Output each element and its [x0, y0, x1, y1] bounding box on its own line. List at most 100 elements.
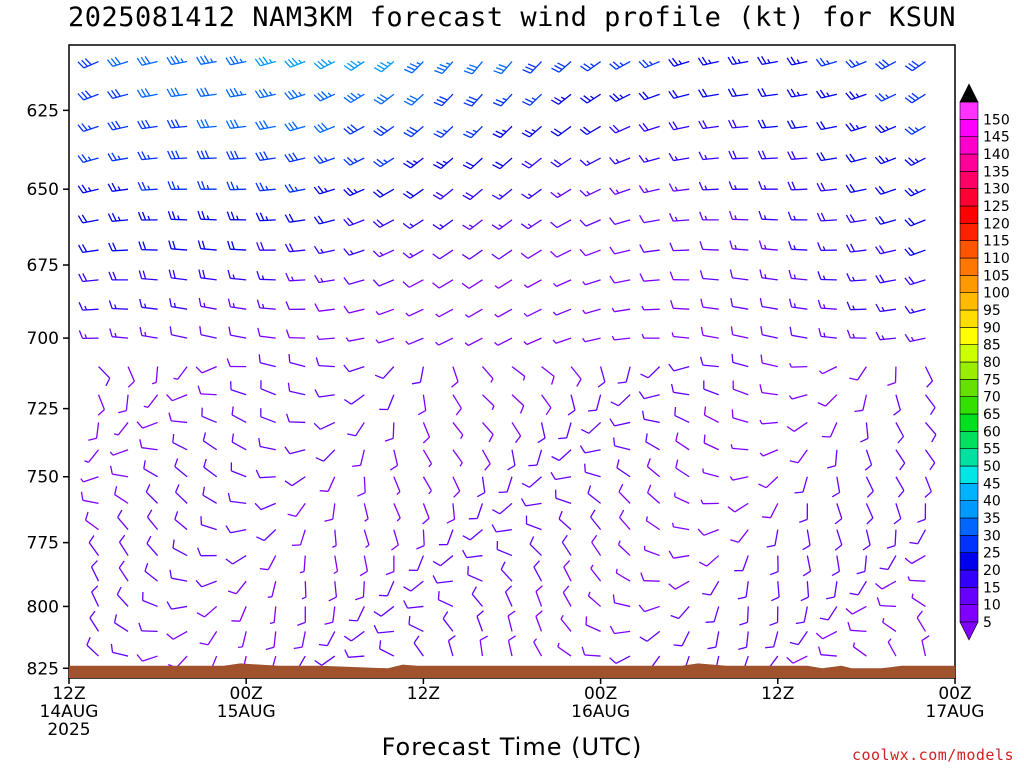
- colorbar-segment: [959, 587, 979, 605]
- barb-staff: [259, 93, 276, 99]
- colorbar-label: 125: [983, 199, 1010, 215]
- barb-feather: [698, 561, 708, 567]
- wind-barb: [114, 486, 129, 504]
- wind-barb: [462, 188, 483, 201]
- wind-barb: [640, 572, 660, 582]
- colorbar-label: 90: [983, 320, 1001, 336]
- wind-barb: [787, 211, 808, 221]
- barb-feather: [442, 611, 449, 620]
- wind-barb: [611, 307, 631, 313]
- barb-feather: [904, 219, 912, 227]
- barb-feather: [672, 121, 679, 130]
- wind-barb: [874, 580, 897, 590]
- barb-half-feather: [357, 60, 362, 65]
- barb-staff: [239, 606, 247, 622]
- barb-half-feather: [553, 282, 557, 287]
- barb-feather: [639, 273, 645, 282]
- wind-barb: [378, 640, 395, 657]
- barb-feather: [849, 592, 859, 596]
- wind-barb: [118, 394, 129, 414]
- barb-half-feather: [349, 250, 354, 255]
- barb-half-feather: [826, 92, 830, 97]
- barb-half-feather: [674, 155, 678, 161]
- colorbar-label: 30: [983, 528, 1001, 544]
- wind-barb: [616, 459, 631, 478]
- barb-feather: [816, 183, 822, 192]
- colorbar-segment: [959, 327, 979, 345]
- barb-feather: [347, 433, 356, 437]
- wind-barb: [78, 302, 99, 311]
- barb-feather: [609, 275, 616, 284]
- wind-barb: [347, 422, 365, 437]
- wind-barb: [560, 614, 572, 632]
- barb-staff: [732, 334, 749, 339]
- wind-barb: [333, 555, 339, 575]
- wind-barb: [84, 449, 100, 463]
- barb-staff: [200, 277, 217, 281]
- barb-half-feather: [490, 378, 494, 383]
- wind-barb: [284, 152, 306, 163]
- barb-feather: [904, 277, 911, 286]
- wind-barb: [375, 308, 395, 316]
- y-tick-label: 700: [27, 329, 59, 349]
- barb-feather: [521, 163, 530, 169]
- wind-barb: [139, 298, 158, 310]
- wind-barb: [468, 503, 484, 520]
- barb-half-feather: [413, 160, 418, 164]
- barb-feather: [476, 610, 484, 617]
- wind-barb: [845, 214, 867, 224]
- wind-barb: [174, 511, 188, 531]
- barb-feather: [561, 534, 568, 543]
- wind-barb: [258, 438, 276, 451]
- barb-feather: [107, 213, 113, 222]
- barb-feather: [908, 126, 916, 133]
- barb-feather: [897, 436, 904, 444]
- barb-staff: [732, 248, 749, 251]
- wind-barb: [343, 277, 365, 285]
- barb-staff: [558, 449, 572, 461]
- wind-barb: [463, 61, 483, 75]
- credit-link[interactable]: coolwx.com/models: [851, 746, 1014, 764]
- barb-staff: [407, 605, 424, 609]
- barb-feather: [638, 60, 646, 69]
- barb-staff: [482, 394, 495, 407]
- barb-half-feather: [734, 215, 737, 220]
- barb-staff: [643, 418, 660, 424]
- barb-feather: [641, 410, 645, 420]
- barb-feather: [849, 122, 856, 131]
- barb-half-feather: [239, 90, 243, 96]
- colorbar-segment: [959, 500, 979, 519]
- barb-staff: [924, 422, 937, 436]
- wind-barb: [924, 366, 934, 388]
- barb-staff: [200, 334, 217, 339]
- barb-staff: [791, 188, 808, 191]
- barb-half-feather: [823, 332, 826, 337]
- barb-feather: [291, 544, 301, 547]
- barb-feather: [114, 486, 118, 495]
- barb-staff: [533, 566, 543, 582]
- barb-feather: [757, 56, 763, 65]
- barb-staff: [356, 606, 365, 622]
- barb-half-feather: [671, 332, 674, 337]
- wind-barb: [788, 240, 808, 251]
- barb-feather: [343, 364, 350, 373]
- barb-staff: [702, 157, 719, 161]
- barb-feather: [609, 246, 616, 255]
- barb-feather: [288, 243, 294, 252]
- barb-feather: [379, 94, 388, 100]
- wind-barb: [609, 418, 631, 427]
- wind-barb: [815, 89, 838, 99]
- barb-feather: [313, 186, 321, 195]
- barb-staff: [732, 476, 749, 481]
- barb-staff: [541, 394, 552, 409]
- barb-feather: [845, 154, 852, 163]
- barb-feather: [291, 89, 299, 98]
- wind-barb: [523, 337, 542, 346]
- barb-feather: [225, 525, 232, 534]
- barb-feather: [579, 248, 587, 257]
- barb-feather: [355, 596, 364, 601]
- wind-barb: [432, 219, 454, 230]
- barb-feather: [557, 62, 566, 68]
